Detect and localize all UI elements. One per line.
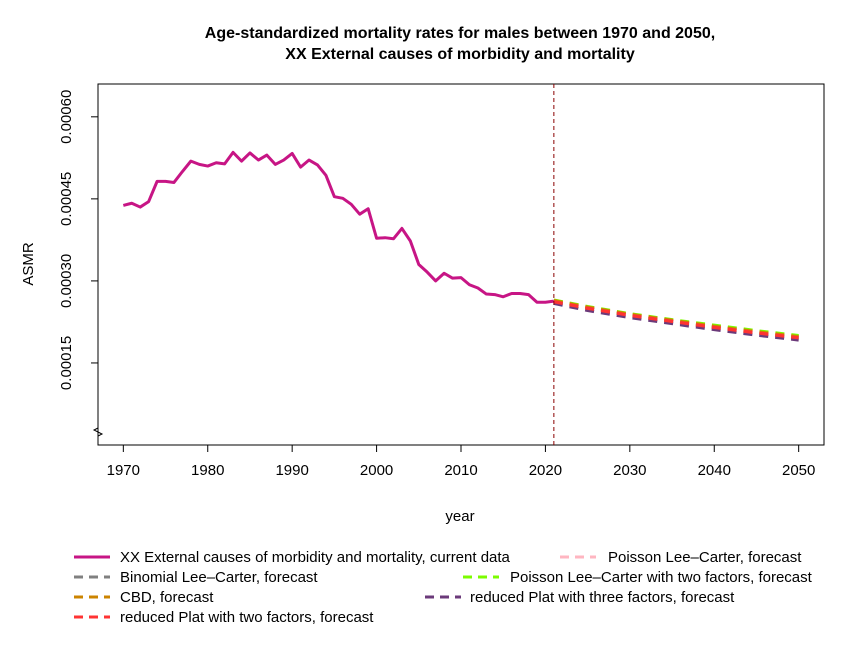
chart-subtitle: XX External causes of morbidity and mort… [285,46,635,63]
legend-label: Poisson Lee–Carter with two factors, for… [510,569,813,586]
chart-title: Age-standardized mortality rates for mal… [205,25,715,42]
x-tick-label: 1990 [275,462,308,479]
y-axis-label: ASMR [20,242,37,286]
current-data-line [122,150,555,304]
x-tick-label: 1970 [107,462,140,479]
y-axis-break [92,427,104,445]
x-axis-label: year [445,508,474,525]
x-tick-label: 2000 [360,462,393,479]
y-tick-label: 0.00015 [58,336,75,390]
y-tick-label: 0.00030 [58,254,75,308]
legend-label: Binomial Lee–Carter, forecast [120,569,318,586]
plot-frame [97,83,825,446]
forecast-line [553,300,799,340]
forecast-line [553,298,799,338]
x-tick-label: 2020 [529,462,562,479]
x-axis: 1970 1980 1990 2000 2010 2020 2030 2040 2050 [107,444,815,479]
legend-label: XX External causes of morbidity and mort… [120,549,511,566]
x-tick-label: 2030 [613,462,646,479]
legend-label: reduced Plat with three factors, forecas… [470,589,735,606]
legend-label: reduced Plat with two factors, forecast [120,609,374,626]
legend-label: Poisson Lee–Carter, forecast [608,549,802,566]
x-tick-label: 2010 [444,462,477,479]
legend: XX External causes of morbidity and mort… [74,549,813,626]
series-layer [122,84,799,445]
legend-label: CBD, forecast [120,589,214,606]
y-axis: 0.00015 0.00030 0.00045 0.00060 [58,90,104,445]
forecast-line [553,301,799,342]
y-tick-label: 0.00045 [58,172,75,226]
x-tick-label: 1980 [191,462,224,479]
x-tick-label: 2050 [782,462,815,479]
x-tick-label: 2040 [698,462,731,479]
y-tick-label: 0.00060 [58,90,75,144]
